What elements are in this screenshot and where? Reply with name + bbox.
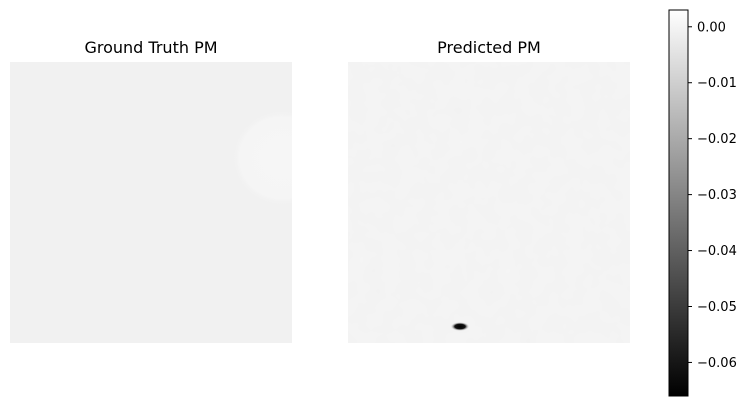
gt-heatmap-background — [10, 62, 292, 343]
colorbar-tick-label: −0.01 — [697, 76, 737, 91]
colorbar-gradient — [669, 10, 688, 396]
colorbar-ticks: 0.00 −0.01 −0.02 −0.03 −0.04 −0.05 −0.06 — [688, 20, 737, 371]
pred-panel-title: Predicted PM — [437, 38, 541, 57]
pred-heatmap-noise — [348, 62, 630, 343]
gt-heatmap — [10, 62, 292, 343]
colorbar-tick-label: 0.00 — [697, 20, 726, 35]
colorbar-frame — [668, 9, 689, 397]
gt-half-disc-feature — [232, 110, 292, 206]
pred-heatmap — [348, 62, 630, 343]
colorbar-tick-label: −0.04 — [697, 244, 737, 259]
gt-panel-title: Ground Truth PM — [84, 38, 217, 57]
colorbar-tick-label: −0.05 — [697, 300, 737, 315]
colorbar-tick-label: −0.02 — [697, 132, 737, 147]
colorbar-tick-label: −0.03 — [697, 188, 737, 203]
colorbar: 0.00 −0.01 −0.02 −0.03 −0.04 −0.05 −0.06 — [668, 9, 737, 397]
colorbar-tick-label: −0.06 — [697, 356, 737, 371]
pred-dark-spot — [450, 322, 470, 331]
